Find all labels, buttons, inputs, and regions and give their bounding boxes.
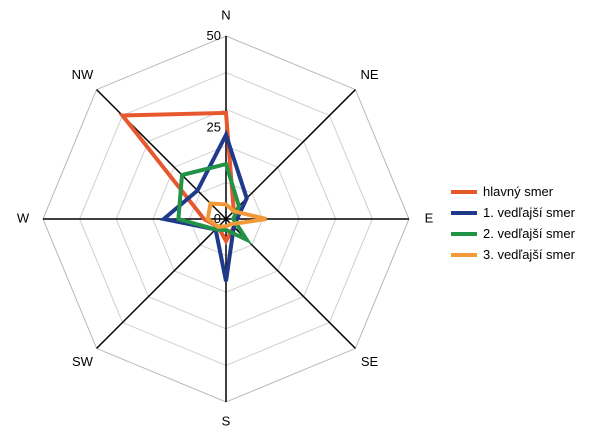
legend-label: 1. vedľajší smer	[483, 205, 575, 220]
legend-label: 2. vedľajší smer	[483, 226, 575, 241]
legend-item: 1. vedľajší smer	[451, 202, 575, 223]
series	[118, 110, 267, 282]
legend-swatch	[451, 231, 477, 236]
axis-spoke	[96, 89, 227, 220]
legend: hlavný smer 1. vedľajší smer 2. vedľajší…	[451, 181, 575, 265]
series-line	[159, 129, 249, 282]
direction-label: S	[222, 413, 231, 428]
legend-swatch	[451, 210, 477, 215]
legend-item: 3. vedľajší smer	[451, 244, 575, 265]
radial-tick-label: 25	[207, 120, 221, 135]
radial-tick-label: 50	[207, 28, 221, 43]
legend-label: hlavný smer	[483, 184, 554, 199]
direction-label: W	[17, 210, 30, 225]
direction-label: NW	[72, 67, 94, 82]
radial-tick-label: 0	[214, 211, 221, 226]
direction-label: NE	[360, 67, 378, 82]
axis-spoke	[96, 218, 227, 349]
legend-item: 2. vedľajší smer	[451, 223, 575, 244]
axes	[43, 36, 409, 402]
direction-label: E	[425, 210, 434, 225]
direction-label: N	[221, 7, 230, 22]
labels: N NE E SE S SW W NW 0 25 50	[17, 7, 434, 428]
legend-item: hlavný smer	[451, 181, 575, 202]
legend-swatch	[451, 189, 477, 194]
series-line	[205, 201, 267, 229]
direction-label: SW	[72, 354, 94, 369]
legend-label: 3. vedľajší smer	[483, 247, 575, 262]
legend-swatch	[451, 252, 477, 257]
direction-label: SE	[361, 354, 379, 369]
